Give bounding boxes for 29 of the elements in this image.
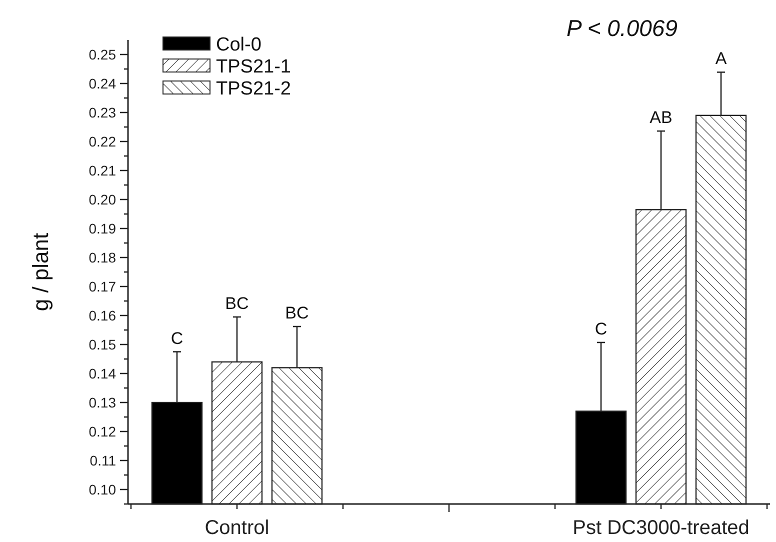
y-tick-label: 0.21 bbox=[88, 162, 116, 178]
y-axis-title: g / plant bbox=[28, 232, 53, 312]
legend-label: Col-0 bbox=[216, 34, 262, 56]
legend-label: TPS21-1 bbox=[216, 56, 291, 78]
y-tick-label: 0.22 bbox=[88, 133, 116, 150]
y-tick-label: 0.20 bbox=[88, 191, 116, 208]
y-tick-label: 0.11 bbox=[90, 452, 116, 468]
chart-title: P < 0.0069 bbox=[566, 15, 678, 41]
y-tick-label: 0.17 bbox=[88, 278, 116, 294]
annotation: AB bbox=[650, 108, 672, 128]
y-tick-label: 0.10 bbox=[88, 481, 116, 498]
y-tick-label: 0.15 bbox=[88, 336, 116, 352]
annotation: A bbox=[715, 49, 728, 68]
y-tick-label: 0.24 bbox=[88, 75, 116, 92]
y-tick-label: 0.23 bbox=[88, 104, 116, 120]
y-tick-label: 0.18 bbox=[88, 249, 116, 266]
y-tick-label: 0.19 bbox=[88, 220, 116, 236]
legend-label: TPS21-2 bbox=[216, 78, 291, 100]
y-tick-label: 0.13 bbox=[88, 394, 116, 410]
annotation: C bbox=[594, 319, 608, 338]
annotation: BC bbox=[225, 294, 249, 313]
x-tick-label: Pst DC3000-treated bbox=[572, 517, 750, 539]
y-tick-label: 0.14 bbox=[88, 365, 116, 382]
x-tick-label: Control bbox=[204, 517, 270, 539]
y-tick-label: 0.12 bbox=[88, 423, 116, 440]
annotation: C bbox=[170, 328, 184, 348]
y-tick-label: 0.16 bbox=[88, 307, 116, 324]
y-tick-label: 0.25 bbox=[88, 46, 116, 62]
annotation: BC bbox=[285, 304, 309, 323]
